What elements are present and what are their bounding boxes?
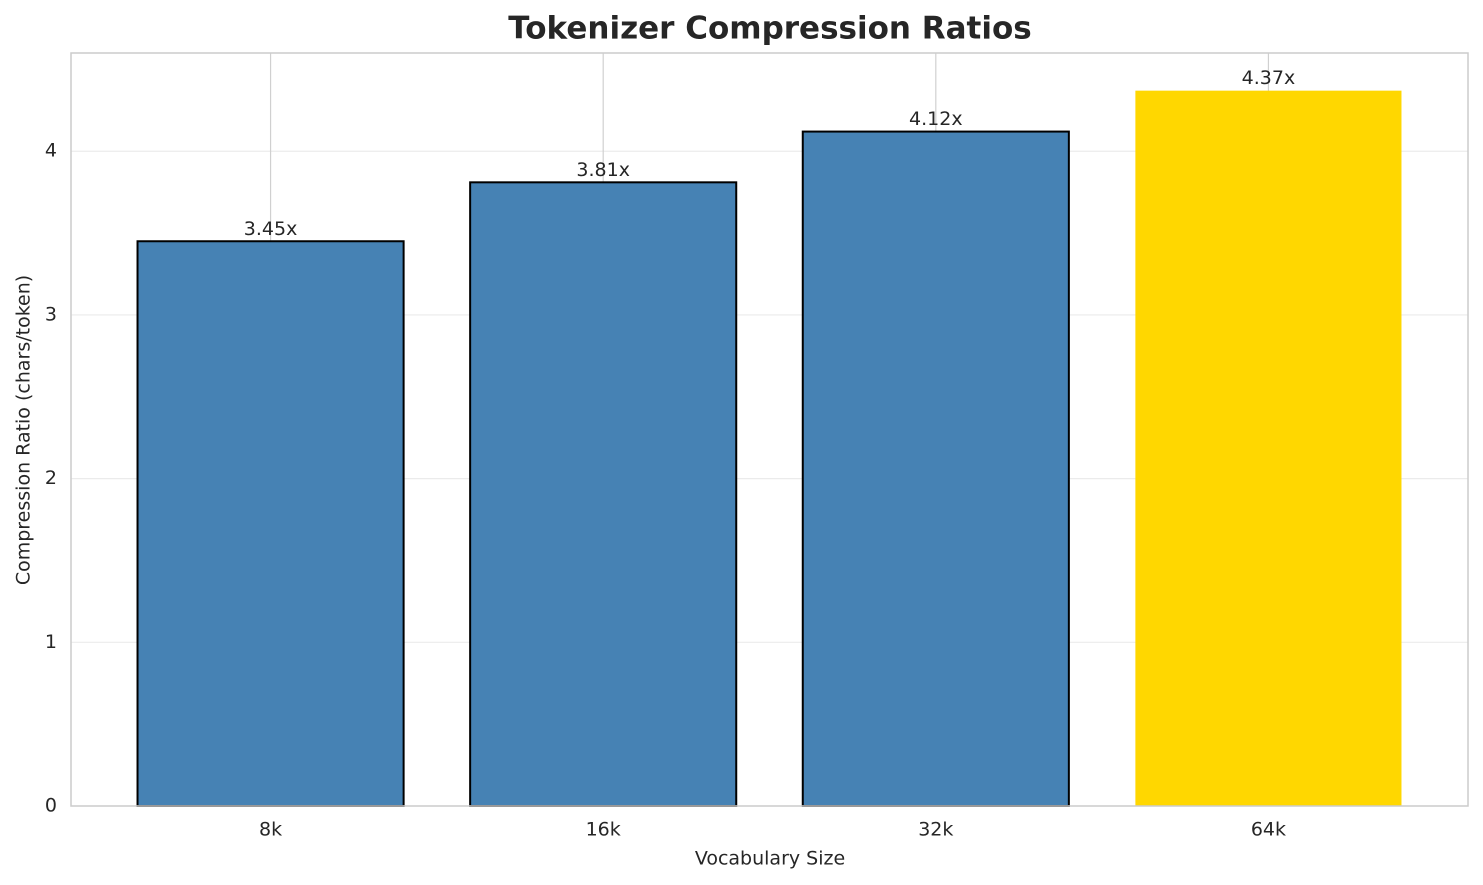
x-tick-label: 32k (918, 819, 953, 841)
y-axis-label: Compression Ratio (chars/token) (13, 275, 35, 585)
bar (136, 240, 405, 807)
y-tick-label: 2 (45, 467, 57, 489)
chart-title: Tokenizer Compression Ratios (508, 11, 1032, 47)
y-tick-label: 4 (45, 140, 57, 162)
bar (801, 130, 1070, 807)
value-label: 4.12x (909, 108, 963, 130)
x-axis-label: Vocabulary Size (695, 848, 845, 870)
x-tick-label: 8k (259, 819, 282, 841)
y-tick-label: 0 (45, 795, 57, 817)
plot-frame (70, 52, 1469, 807)
value-label: 3.45x (244, 218, 298, 240)
value-label: 3.81x (576, 159, 630, 181)
value-label: 4.37x (1242, 67, 1296, 89)
x-tick-label: 64k (1251, 819, 1286, 841)
y-tick-label: 1 (45, 631, 57, 653)
x-tick-label: 16k (586, 819, 621, 841)
y-tick-label: 3 (45, 303, 57, 325)
bar (469, 181, 738, 807)
bar (1135, 90, 1402, 806)
